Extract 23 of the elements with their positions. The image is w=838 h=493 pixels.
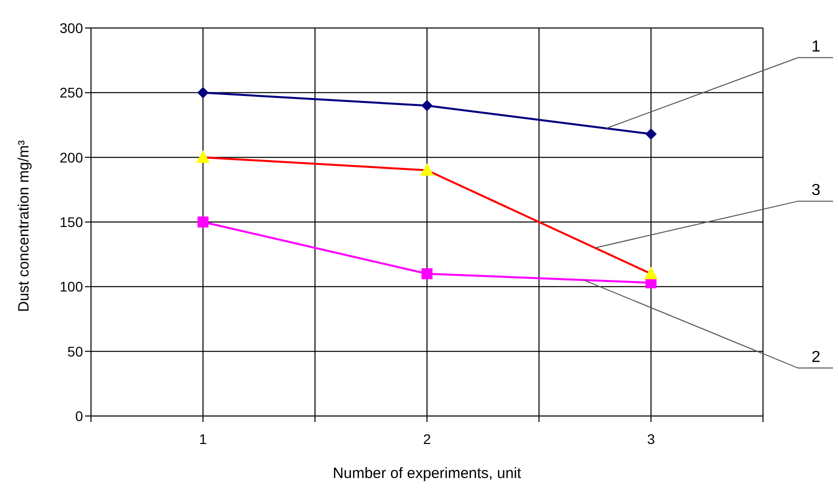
y-tick-label: 250 (60, 84, 84, 101)
point (198, 216, 208, 228)
point (420, 164, 434, 176)
y-tick-label: 200 (60, 149, 84, 166)
y-axis-title: Dust concentration mg/m³ (15, 140, 32, 312)
y-tick-label: 100 (60, 278, 84, 295)
text: 1 (812, 38, 821, 56)
x-tick-label: 1 (199, 430, 208, 447)
text: 2 (812, 349, 821, 366)
text: 3 (812, 182, 821, 200)
y-tick-label: 50 (67, 343, 84, 360)
x-tick-label: 3 (647, 430, 656, 447)
point (646, 128, 656, 140)
x-axis-title: Number of experiments, unit (332, 465, 522, 482)
point (644, 267, 658, 280)
y-tick-label: 300 (60, 20, 84, 36)
y-tick-label: 0 (75, 408, 84, 424)
point (196, 150, 210, 163)
point (198, 87, 208, 98)
point (422, 268, 432, 280)
x-tick-label: 2 (423, 430, 432, 447)
y-tick-label: 150 (60, 214, 84, 230)
point (422, 100, 432, 112)
